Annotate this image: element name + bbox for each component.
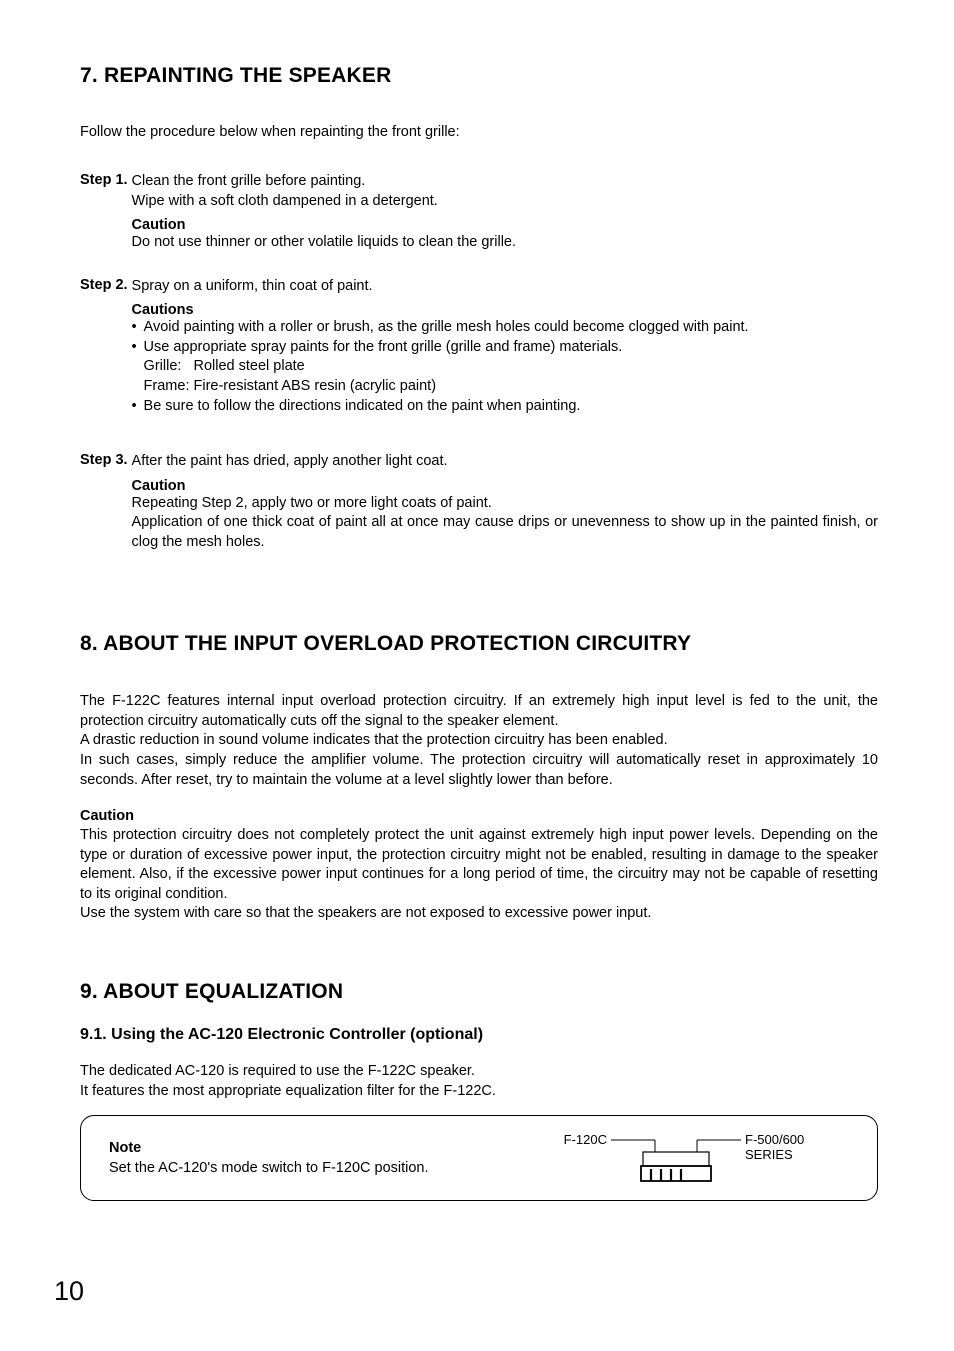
step-3-caution-head: Caution (132, 478, 878, 494)
step-3-line-1: After the paint has dried, apply another… (132, 452, 878, 472)
step-2-bullet-2-text: Use appropriate spray paints for the fro… (144, 338, 878, 358)
step-3-label: Step 3. (80, 452, 132, 552)
bullet-icon: • (132, 397, 144, 417)
step-2-bullet-1: • Avoid painting with a roller or brush,… (132, 318, 878, 338)
step-1-caution-head: Caution (132, 217, 878, 233)
step-2-cautions-head: Cautions (132, 302, 878, 318)
step-3-caution-l2: Application of one thick coat of paint a… (132, 513, 878, 552)
step-2: Step 2. Spray on a uniform, thin coat of… (80, 277, 878, 416)
diagram-label-right-1: F-500/600 (745, 1132, 804, 1147)
diagram-label-right-2: SERIES (745, 1147, 793, 1162)
note-text-block: Note Set the AC-120's mode switch to F-1… (109, 1140, 547, 1176)
bullet-icon: • (132, 338, 144, 358)
section-8-p2: A drastic reduction in sound volume indi… (80, 731, 878, 751)
step-1-label: Step 1. (80, 172, 132, 253)
step-2-label: Step 2. (80, 277, 132, 416)
section-7-intro: Follow the procedure below when repainti… (80, 124, 878, 140)
step-2-bullet-2a: Grille: Rolled steel plate (132, 357, 878, 377)
step-2-bullet-3: • Be sure to follow the directions indic… (132, 397, 878, 417)
switch-svg-icon: F-120C F-500/600 SERIES (547, 1130, 857, 1186)
section-9-p2: It features the most appropriate equaliz… (80, 1082, 878, 1102)
step-1-line-1: Clean the front grille before painting. (132, 172, 878, 192)
bullet-icon: • (132, 318, 144, 338)
step-2-bullet-1-text: Avoid painting with a roller or brush, a… (144, 318, 878, 338)
step-3-caution-l1: Repeating Step 2, apply two or more ligh… (132, 494, 878, 514)
note-body: Set the AC-120's mode switch to F-120C p… (109, 1160, 547, 1176)
note-box: Note Set the AC-120's mode switch to F-1… (80, 1115, 878, 1201)
section-8-caution-body2: Use the system with care so that the spe… (80, 904, 878, 924)
section-8-caution-head: Caution (80, 808, 878, 824)
section-7-title: 7. REPAINTING THE SPEAKER (80, 64, 878, 88)
step-2-bullet-3-text: Be sure to follow the directions indicat… (144, 397, 878, 417)
step-1-caution-body: Do not use thinner or other volatile liq… (132, 233, 878, 253)
section-9-p1: The dedicated AC-120 is required to use … (80, 1062, 878, 1082)
step-3: Step 3. After the paint has dried, apply… (80, 452, 878, 552)
step-2-line-1: Spray on a uniform, thin coat of paint. (132, 277, 878, 297)
page-number: 10 (54, 1276, 84, 1307)
mode-switch-diagram: F-120C F-500/600 SERIES (547, 1130, 857, 1186)
section-9-1-title: 9.1. Using the AC-120 Electronic Control… (80, 1026, 878, 1044)
diagram-label-left: F-120C (564, 1132, 607, 1147)
step-1: Step 1. Clean the front grille before pa… (80, 172, 878, 253)
section-8-title: 8. ABOUT THE INPUT OVERLOAD PROTECTION C… (80, 632, 878, 656)
step-2-bullet-2: • Use appropriate spray paints for the f… (132, 338, 878, 358)
section-8-p3: In such cases, simply reduce the amplifi… (80, 751, 878, 790)
step-1-line-2: Wipe with a soft cloth dampened in a det… (132, 192, 878, 212)
note-head: Note (109, 1140, 547, 1156)
step-2-bullet-2b: Frame: Fire-resistant ABS resin (acrylic… (132, 377, 878, 397)
section-8-p1: The F-122C features internal input overl… (80, 692, 878, 731)
section-8-caution-body: This protection circuitry does not compl… (80, 826, 878, 904)
section-9-title: 9. ABOUT EQUALIZATION (80, 980, 878, 1004)
